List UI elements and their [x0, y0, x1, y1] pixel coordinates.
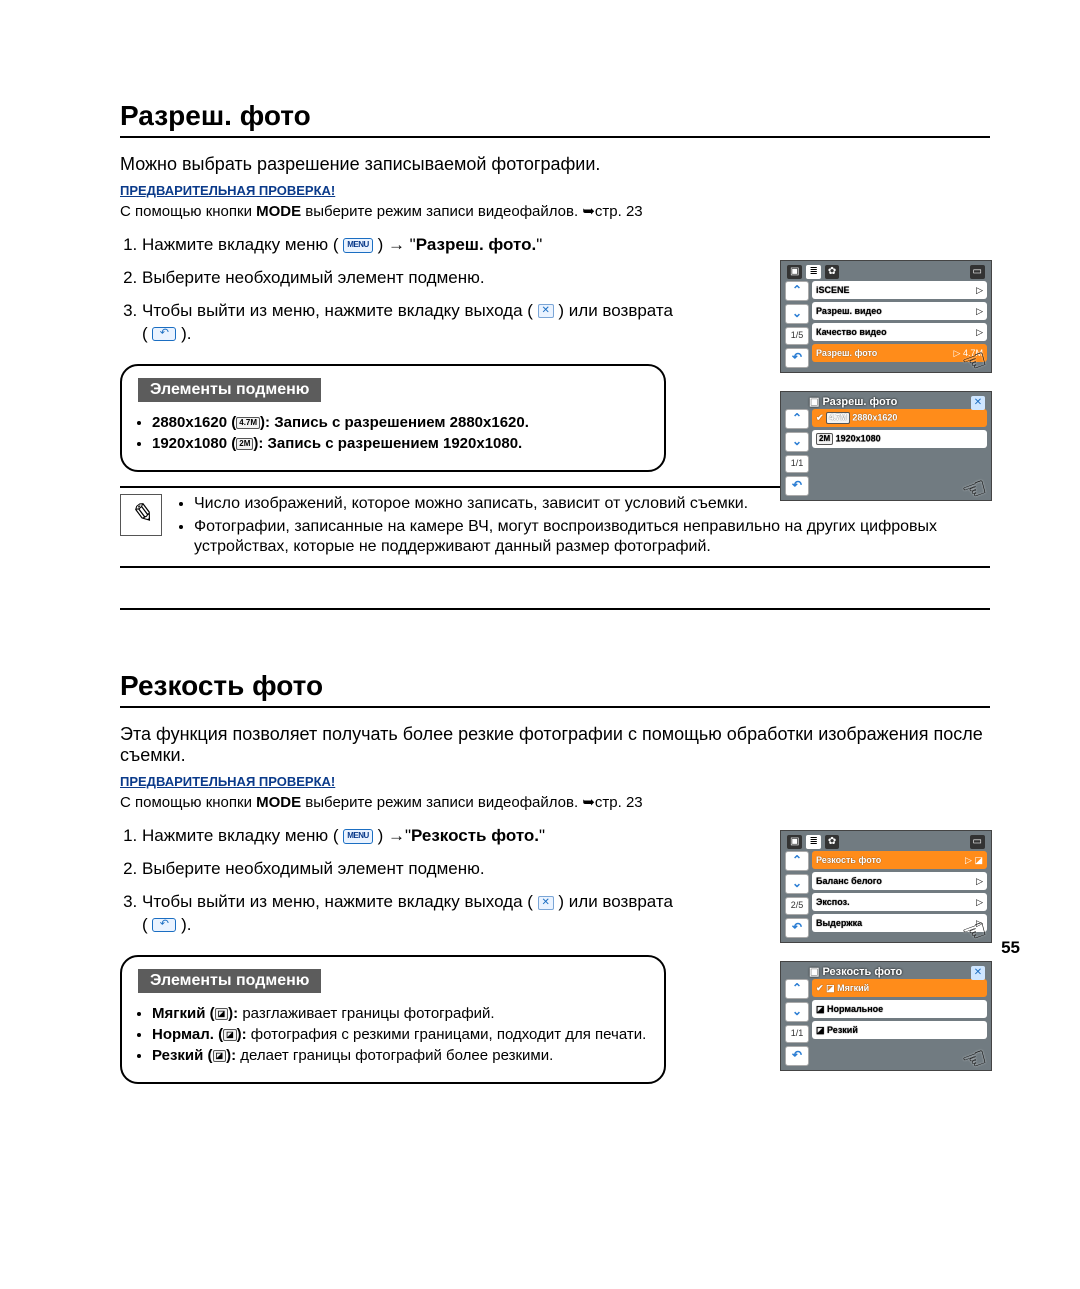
option-row[interactable]: ◪ Нормальное — [812, 1000, 987, 1018]
camera-screenshots-b: ▣ ≣ ✿ ▭ ⌃ ⌄ 2/5 ↶ Резкость фото▷ ◪ Балан… — [780, 830, 990, 1089]
intro-text: Эта функция позволяет получать более рез… — [120, 724, 990, 766]
camcorder-icon: ▣ — [787, 835, 802, 849]
submenu-box: Элементы подменю Мягкий (◪): разглаживае… — [120, 955, 666, 1084]
heading-photo-sharpness: Резкость фото — [120, 670, 990, 708]
step-2: Выберите необходимый элемент подменю. — [142, 267, 682, 290]
intro-text: Можно выбрать разрешение записываемой фо… — [120, 154, 990, 175]
step-3: Чтобы выйти из меню, нажмите вкладку вых… — [142, 300, 682, 346]
up-button[interactable]: ⌃ — [785, 281, 809, 301]
up-button[interactable]: ⌃ — [785, 979, 809, 999]
option-row-selected[interactable]: ✔ 4.7M 2880x1620 — [812, 409, 987, 427]
back-button[interactable]: ↶ — [785, 348, 809, 368]
option-row-selected[interactable]: ✔ ◪ Мягкий — [812, 979, 987, 997]
camera-menu-screen: ▣ ≣ ✿ ▭ ⌃ ⌄ 2/5 ↶ Резкость фото▷ ◪ Балан… — [780, 830, 992, 943]
option-row[interactable]: 2M 1920x1080 — [812, 430, 987, 448]
res-badge: 2M — [236, 438, 253, 450]
menu-row[interactable]: Качество видео▷ — [812, 323, 987, 341]
page-indicator: 1/5 — [785, 327, 809, 345]
menu-row[interactable]: iSCENE▷ — [812, 281, 987, 299]
back-icon: ↶ — [152, 327, 176, 341]
down-button[interactable]: ⌄ — [785, 874, 809, 894]
page-indicator: 1/1 — [785, 1025, 809, 1043]
close-icon: ✕ — [538, 304, 554, 318]
submenu-item: 1920x1080 (2M): Запись с разрешением 192… — [152, 435, 648, 452]
back-button[interactable]: ↶ — [785, 1046, 809, 1066]
menu-row[interactable]: Экспоз.▷ — [812, 893, 987, 911]
submenu-item: Мягкий (◪): разглаживает границы фотогра… — [152, 1005, 648, 1022]
submenu-box: Элементы подменю 2880x1620 (4.7M): Запис… — [120, 364, 666, 472]
steps-list: Нажмите вкладку меню ( MENU ) →"Резкость… — [120, 825, 682, 937]
close-button[interactable]: ✕ — [971, 396, 985, 410]
sharp-icon: ◪ — [215, 1008, 229, 1020]
list-icon: ≣ — [806, 835, 820, 849]
submenu-item: Резкий (◪): делает границы фотографий бо… — [152, 1047, 648, 1064]
menu-row[interactable]: Баланс белого▷ — [812, 872, 987, 890]
precheck-label: ПРЕДВАРИТЕЛЬНАЯ ПРОВЕРКА! — [120, 183, 990, 198]
steps-list: Нажмите вкладку меню ( MENU ) → "Разреш.… — [120, 234, 682, 346]
note-item: Фотографии, записанные на камере ВЧ, мог… — [194, 517, 990, 559]
page-indicator: 2/5 — [785, 897, 809, 915]
gear-icon: ✿ — [825, 265, 839, 279]
battery-icon: ▭ — [970, 265, 985, 279]
step-3: Чтобы выйти из меню, нажмите вкладку вых… — [142, 891, 682, 937]
camera-submenu-screen: ▣ Разреш. фото ✕ ⌃ ⌄ 1/1 ↶ ✔ 4.7M 2880x1… — [780, 391, 992, 501]
battery-icon: ▭ — [970, 835, 985, 849]
down-button[interactable]: ⌄ — [785, 432, 809, 452]
menu-row[interactable]: Разреш. видео▷ — [812, 302, 987, 320]
camera-menu-screen: ▣ ≣ ✿ ▭ ⌃ ⌄ 1/5 ↶ iSCENE▷ Разреш. видео▷… — [780, 260, 992, 373]
down-button[interactable]: ⌄ — [785, 304, 809, 324]
submenu-header: Элементы подменю — [138, 969, 321, 993]
camera-submenu-screen: ▣ Резкость фото ✕ ⌃ ⌄ 1/1 ↶ ✔ ◪ Мягкий ◪… — [780, 961, 992, 1071]
precheck-note: С помощью кнопки MODE выберите режим зап… — [120, 202, 990, 220]
camcorder-icon: ▣ — [809, 966, 819, 978]
submenu-item: 2880x1620 (4.7M): Запись с разрешением 2… — [152, 414, 648, 431]
up-button[interactable]: ⌃ — [785, 409, 809, 429]
option-row[interactable]: ◪ Резкий — [812, 1021, 987, 1039]
back-button[interactable]: ↶ — [785, 476, 809, 496]
down-button[interactable]: ⌄ — [785, 1002, 809, 1022]
precheck-note: С помощью кнопки MODE выберите режим зап… — [120, 793, 990, 811]
menu-icon: MENU — [343, 238, 373, 253]
back-icon: ↶ — [152, 918, 176, 932]
menu-row-selected[interactable]: Резкость фото▷ ◪ — [812, 851, 987, 869]
list-icon: ≣ — [806, 265, 820, 279]
precheck-label: ПРЕДВАРИТЕЛЬНАЯ ПРОВЕРКА! — [120, 774, 990, 789]
heading-photo-resolution: Разреш. фото — [120, 100, 990, 138]
res-badge: 4.7M — [236, 417, 260, 429]
step-2: Выберите необходимый элемент подменю. — [142, 858, 682, 881]
menu-icon: MENU — [343, 829, 373, 844]
step-1: Нажмите вкладку меню ( MENU ) →"Резкость… — [142, 825, 682, 848]
up-button[interactable]: ⌃ — [785, 851, 809, 871]
page-indicator: 1/1 — [785, 455, 809, 473]
camcorder-icon: ▣ — [809, 396, 819, 408]
gear-icon: ✿ — [825, 835, 839, 849]
submenu-item: Нормал. (◪): фотография с резкими границ… — [152, 1026, 648, 1043]
sharp-icon: ◪ — [213, 1050, 227, 1062]
submenu-header: Элементы подменю — [138, 378, 321, 402]
camcorder-icon: ▣ — [787, 265, 802, 279]
sharp-icon: ◪ — [223, 1029, 237, 1041]
camera-screenshots-a: ▣ ≣ ✿ ▭ ⌃ ⌄ 1/5 ↶ iSCENE▷ Разреш. видео▷… — [780, 260, 990, 519]
step-1: Нажмите вкладку меню ( MENU ) → "Разреш.… — [142, 234, 682, 257]
close-icon: ✕ — [538, 896, 554, 910]
back-button[interactable]: ↶ — [785, 918, 809, 938]
close-button[interactable]: ✕ — [971, 966, 985, 980]
page-number: 55 — [1001, 938, 1020, 958]
note-icon: ✎ — [120, 494, 162, 536]
